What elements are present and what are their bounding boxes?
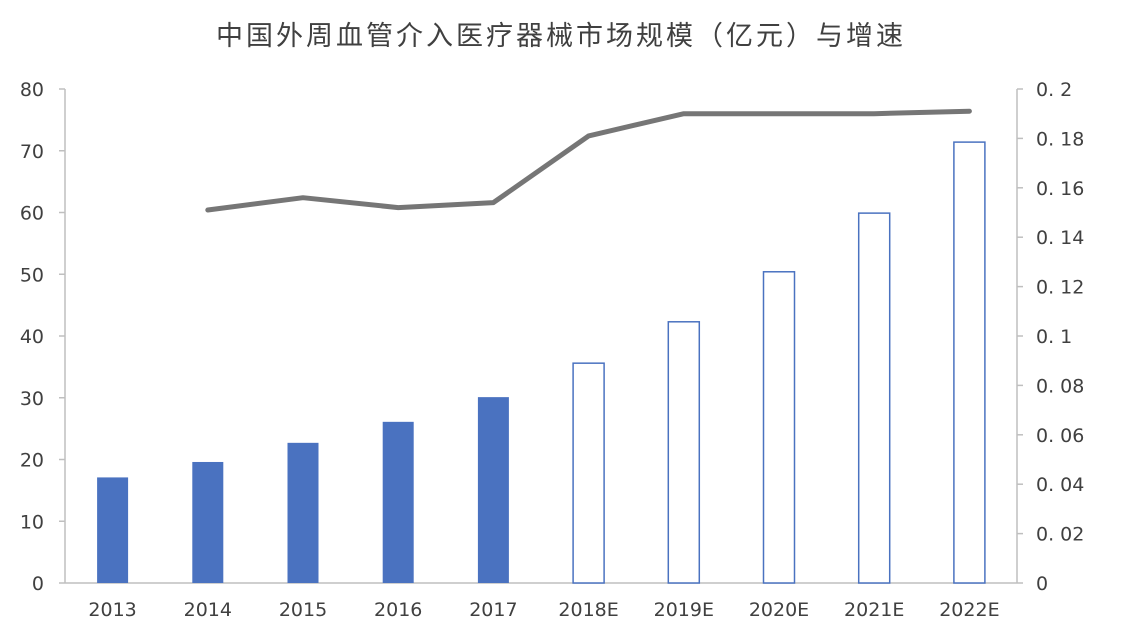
x-tick-label: 2016 (374, 599, 422, 621)
y-right-tick-label: 0. 02 (1036, 524, 1084, 546)
x-tick-label: 2020E (749, 599, 809, 621)
y-left-tick-label: 10 (20, 511, 44, 533)
y-right-tick-label: 0. 06 (1036, 425, 1084, 447)
bar-2018E (572, 362, 605, 584)
y-right-tick-label: 0. 16 (1036, 178, 1084, 200)
bar-2013 (97, 477, 129, 583)
x-tick-label: 2018E (558, 599, 618, 621)
bar-2014 (192, 461, 224, 583)
y-right-tick-label: 0. 08 (1036, 375, 1084, 397)
y-left-tick-label: 0 (32, 573, 44, 595)
bar-2020E (762, 271, 796, 584)
x-tick-label: 2013 (88, 599, 136, 621)
y-left-tick-label: 70 (20, 141, 44, 163)
bar-2019E (667, 321, 701, 584)
chart-title: 中国外周血管介入医疗器械市场规模（亿元）与增速 (216, 21, 906, 52)
x-tick-label: 2017 (469, 599, 517, 621)
y-left-tick-label: 60 (20, 203, 44, 225)
x-tick-label: 2015 (279, 599, 327, 621)
y-right-tick-label: 0. 12 (1036, 277, 1084, 299)
x-tick-label: 2019E (654, 599, 714, 621)
y-right-tick-label: 0. 18 (1036, 128, 1084, 150)
y-left-tick-label: 40 (20, 326, 44, 348)
x-tick-label: 2022E (939, 599, 999, 621)
bar-2017 (477, 397, 509, 583)
y-right-tick-label: 0. 1 (1036, 326, 1072, 348)
bar-2021E (857, 212, 891, 584)
bar-2016 (382, 421, 414, 583)
y-left-tick-label: 50 (20, 264, 44, 286)
y-right-tick-label: 0. 04 (1036, 474, 1084, 496)
y-left-tick-label: 30 (20, 388, 44, 410)
y-left-tick-label: 20 (20, 450, 44, 472)
y-left-tick-label: 80 (20, 79, 44, 101)
x-tick-label: 2021E (844, 599, 904, 621)
growth-rate-line (205, 108, 972, 213)
x-tick-label: 2014 (184, 599, 232, 621)
y-right-tick-label: 0. 2 (1036, 79, 1072, 101)
y-right-tick-label: 0 (1036, 573, 1048, 595)
y-right-tick-label: 0. 14 (1036, 227, 1084, 249)
bar-2022E (953, 141, 986, 584)
bar-2015 (287, 442, 319, 583)
